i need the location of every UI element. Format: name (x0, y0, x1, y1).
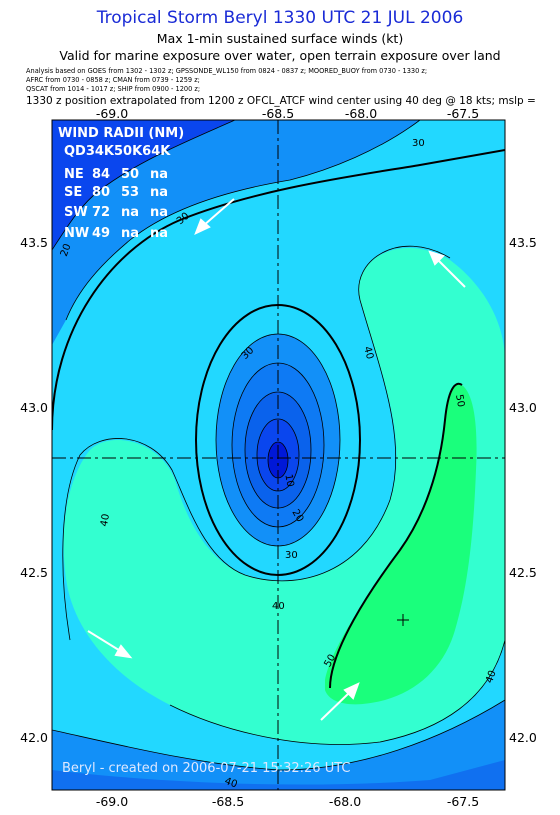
quadrant-label: SE (64, 185, 82, 200)
quadrant-label: NW (64, 226, 89, 241)
y-tick-label: 43.5 (509, 235, 537, 250)
band-10-20-northwest (52, 120, 235, 250)
wind-radii-row: NW 49 na na (64, 226, 168, 241)
credit-line: Beryl - created on 2006-07-21 15:32:26 U… (62, 761, 350, 776)
y-tick-label: 43.5 (20, 235, 48, 250)
quadrant-label: NE (64, 167, 84, 182)
y-tick-label: 42.5 (509, 565, 537, 580)
contour-30-outer (52, 149, 505, 431)
x-tick-label: -67.5 (447, 106, 479, 121)
wind-radii-row: NE 84 50 na (64, 167, 168, 182)
contour-label: 20 (59, 242, 74, 258)
wind-radii-heading: WIND RADII (NM) (58, 126, 184, 141)
radius-50kt: 50 (121, 167, 139, 182)
contour-label: 40 (361, 345, 375, 360)
radius-34kt: 72 (92, 205, 110, 220)
extrapolation-note: 1330 z position extrapolated from 1200 z… (26, 95, 536, 107)
y-axis-right: 43.5 43.0 42.5 42.0 (509, 235, 537, 745)
band-20-30-bottom (52, 700, 505, 790)
radius-64kt: na (150, 167, 168, 182)
x-tick-label: -68.0 (329, 794, 361, 809)
contour-label: 40 (484, 669, 499, 685)
y-tick-label: 43.0 (509, 400, 537, 415)
x-tick-label: -68.5 (262, 106, 294, 121)
analysis-sources-line-2: AFRC from 0730 - 0858 z; CMAN from 0739 … (26, 76, 200, 84)
y-tick-label: 42.5 (20, 565, 48, 580)
radius-34kt: 80 (92, 185, 110, 200)
x-tick-label: -67.5 (447, 794, 479, 809)
y-tick-label: 42.0 (509, 730, 537, 745)
contour-label: 30 (412, 138, 425, 149)
radius-50kt: na (121, 205, 139, 220)
wind-radii-row: SW 72 na na (64, 205, 168, 220)
y-tick-label: 42.0 (20, 730, 48, 745)
contour-label: 30 (285, 550, 298, 561)
wind-arrows (87, 198, 466, 721)
contour-label: 40 (99, 513, 112, 527)
x-axis-top: -69.0 -68.5 -68.0 -67.5 (96, 106, 479, 121)
max-wind-marker (397, 614, 409, 626)
x-axis-bottom: -69.0 -68.5 -68.0 -67.5 (96, 794, 479, 809)
analysis-sources-line-3: QSCAT from 1014 - 1017 z; SHIP from 0900… (26, 85, 201, 93)
radius-64kt: na (150, 226, 168, 241)
wind-radii-table: WIND RADII (NM) QD34K50K64K NE 84 50 na … (58, 126, 184, 241)
x-tick-label: -68.0 (345, 106, 377, 121)
y-axis-left: 43.5 43.0 42.5 42.0 (20, 235, 48, 745)
contour-40-west (62, 245, 451, 641)
validity-note: Valid for marine exposure over water, op… (59, 48, 501, 63)
y-tick-label: 43.0 (20, 400, 48, 415)
band-10-20-bottom (52, 760, 505, 790)
contour-40-bottom (52, 699, 505, 771)
analysis-sources-line-1: Analysis based on GOES from 1302 - 1302 … (26, 67, 428, 75)
contour-label: 10 (282, 473, 295, 487)
x-tick-label: -68.5 (212, 794, 244, 809)
chart-subtitle: Max 1-min sustained surface winds (kt) (156, 31, 404, 46)
contour-label: 40 (272, 601, 285, 612)
wind-radii-row: SE 80 53 na (64, 185, 168, 200)
x-tick-label: -69.0 (96, 794, 128, 809)
radius-50kt: 53 (121, 185, 139, 200)
contour-label: 40 (223, 776, 239, 791)
radius-64kt: na (150, 185, 168, 200)
contour-50 (329, 382, 463, 689)
wind-radii-columns: QD34K50K64K (64, 144, 171, 159)
radius-34kt: 49 (92, 226, 110, 241)
chart-title: Tropical Storm Beryl 1330 UTC 21 JUL 200… (96, 8, 464, 28)
radius-64kt: na (150, 205, 168, 220)
contour-label: 50 (453, 394, 466, 408)
radius-50kt: na (121, 226, 139, 241)
contour-30-northwest (65, 120, 421, 321)
contour-40-southeast (169, 639, 505, 745)
contour-20-northwest (52, 120, 236, 251)
quadrant-label: SW (64, 205, 88, 220)
radius-34kt: 84 (92, 167, 110, 182)
band-20-30-northwest (52, 120, 420, 345)
wind-contours (52, 120, 505, 790)
x-tick-label: -69.0 (96, 106, 128, 121)
